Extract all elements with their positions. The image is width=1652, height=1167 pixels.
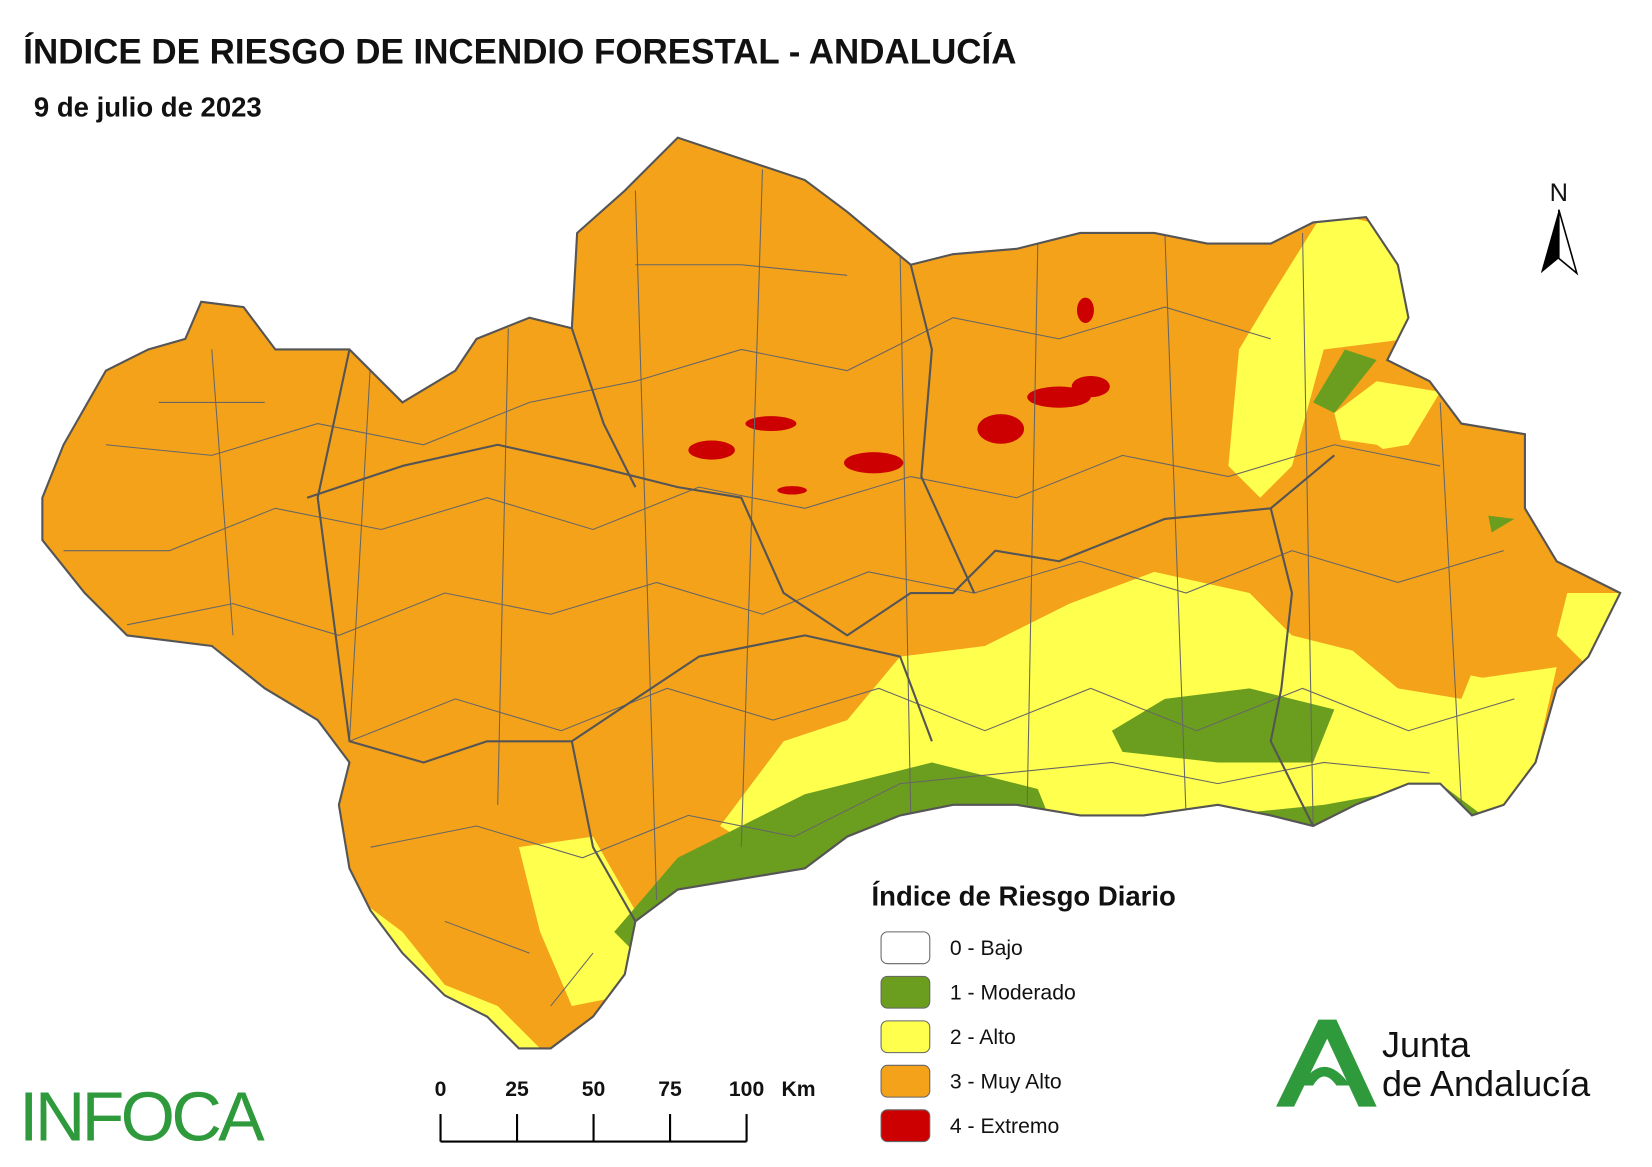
- legend-label: 2 - Alto: [950, 1026, 1016, 1049]
- junta-logo-mark: [1300, 1066, 1351, 1086]
- junta-text: de Andalucía: [1382, 1063, 1591, 1104]
- legend-swatch: [880, 931, 931, 965]
- scale-label: 50: [582, 1078, 606, 1101]
- junta-logo: Junta de Andalucía: [1276, 1019, 1591, 1107]
- zone-extremo: [688, 297, 1110, 495]
- zone-muy-alto: [1291, 434, 1504, 699]
- legend-swatch: [880, 1064, 931, 1098]
- legend: Índice de Riesgo Diario 0 - Bajo 1 - Mode…: [872, 880, 1176, 1143]
- scale-bar: 0 25 50 75 100 Km: [435, 1078, 816, 1143]
- municipal-boundaries: [63, 169, 1515, 1007]
- north-arrow: N: [1540, 179, 1579, 276]
- legend-label: 3 - Muy Alto: [950, 1071, 1062, 1094]
- subtitle: 9 de julio de 2023: [34, 91, 262, 122]
- legend-swatch: [880, 1109, 931, 1143]
- infoca-logo: INFOCA: [19, 1078, 265, 1156]
- north-arrow-left: [1540, 209, 1559, 274]
- scale-label: 25: [505, 1078, 529, 1101]
- legend-label: 0 - Bajo: [950, 937, 1023, 960]
- zone-alto: [518, 836, 636, 1007]
- province-borders: [306, 264, 1335, 922]
- north-arrow-right: [1558, 209, 1579, 276]
- region-map: [41, 136, 1622, 1050]
- junta-logo-mark: [1276, 1019, 1337, 1107]
- zone-alto: [360, 900, 541, 1049]
- scale-label: 100: [729, 1078, 764, 1101]
- legend-label: 1 - Moderado: [950, 982, 1076, 1005]
- legend-label: 4 - Extremo: [950, 1115, 1059, 1138]
- scale-label: 0: [435, 1078, 447, 1101]
- title: ÍNDICE DE RIESGO DE INCENDIO FORESTAL - …: [23, 32, 1016, 72]
- junta-logo-mark: [1318, 1019, 1377, 1107]
- scale-label: 75: [658, 1078, 682, 1101]
- zone-alto: [1228, 211, 1420, 498]
- outline: [41, 136, 1622, 1050]
- legend-swatch: [880, 1020, 931, 1054]
- legend-swatch: [880, 975, 931, 1009]
- scale-unit: Km: [782, 1078, 816, 1101]
- zone-moderado: [1313, 349, 1377, 414]
- junta-text: Junta: [1382, 1024, 1471, 1065]
- legend-title: Índice de Riesgo Diario: [872, 880, 1176, 911]
- zone-alto: [1334, 381, 1441, 456]
- north-label: N: [1550, 179, 1568, 207]
